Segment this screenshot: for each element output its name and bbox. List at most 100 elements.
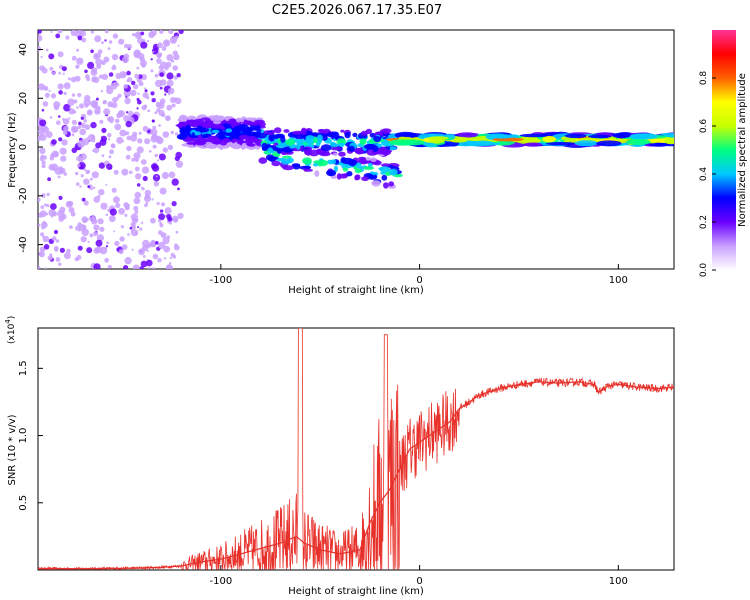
heatmap-cell <box>596 140 622 147</box>
heatmap-cell <box>71 55 77 61</box>
heatmap-cell <box>104 30 109 34</box>
heatmap-cell <box>197 127 210 133</box>
heatmap-cell <box>162 147 168 153</box>
heatmap-cell <box>89 233 94 238</box>
heatmap-cell <box>81 216 88 223</box>
heatmap-cell <box>302 157 312 165</box>
heatmap-cell <box>77 35 83 41</box>
heatmap-cell <box>80 236 87 243</box>
heatmap-cell <box>84 124 91 130</box>
heatmap-cell <box>223 138 230 143</box>
heatmap-cell <box>316 148 322 153</box>
heatmap-cell <box>39 134 43 137</box>
heatmap-cell <box>75 182 80 186</box>
heatmap-cell <box>60 155 67 162</box>
heatmap-cell <box>51 139 57 145</box>
heatmap-cell <box>173 217 179 223</box>
heatmap-cell <box>55 239 60 243</box>
spectrogram-xtick-label: 0 <box>416 275 422 286</box>
heatmap-cell <box>160 233 164 236</box>
heatmap-cell <box>70 211 76 217</box>
heatmap-cell <box>280 135 286 143</box>
heatmap-cell <box>83 168 87 172</box>
heatmap-cell <box>84 69 88 74</box>
heatmap-cell <box>154 111 158 115</box>
heatmap-cell <box>154 153 158 158</box>
heatmap-cell <box>83 98 91 107</box>
heatmap-cell <box>134 166 140 172</box>
heatmap-cell <box>90 30 94 34</box>
heatmap-cell <box>93 196 101 203</box>
heatmap-cell <box>175 132 179 136</box>
heatmap-cell <box>126 70 131 76</box>
heatmap-cell <box>70 76 77 83</box>
heatmap-cell <box>129 170 133 175</box>
heatmap-cell <box>80 174 84 178</box>
heatmap-cell <box>111 53 119 61</box>
heatmap-cell <box>80 116 84 120</box>
spectrogram-ytick-label: 40 <box>18 43 29 56</box>
heatmap-cell <box>157 258 162 263</box>
heatmap-cell <box>178 30 184 35</box>
heatmap-cell <box>151 163 158 170</box>
heatmap-cell <box>177 212 184 219</box>
heatmap-cell <box>39 156 44 162</box>
heatmap-cell <box>109 149 114 155</box>
heatmap-cell <box>67 200 74 207</box>
heatmap-cell <box>107 138 111 141</box>
heatmap-cell <box>62 118 70 125</box>
heatmap-cell <box>170 97 176 103</box>
heatmap-cell <box>171 178 179 186</box>
snr-xtick-label: 0 <box>416 576 422 587</box>
heatmap-cell <box>155 175 158 178</box>
heatmap-cell <box>381 128 392 134</box>
heatmap-cell <box>139 227 143 231</box>
heatmap-cell <box>363 143 375 150</box>
heatmap-cell <box>125 120 132 128</box>
heatmap-cell <box>146 259 153 267</box>
heatmap-cell <box>488 134 514 139</box>
heatmap-cell <box>67 77 71 81</box>
heatmap-cell <box>127 233 130 236</box>
heatmap-cell <box>312 163 319 167</box>
heatmap-cell <box>388 181 395 187</box>
heatmap-cell <box>69 225 73 230</box>
heatmap-cell <box>58 115 61 118</box>
heatmap-cell <box>154 73 159 78</box>
heatmap-cell <box>96 63 102 69</box>
heatmap-cell <box>346 171 353 177</box>
heatmap-cell <box>77 92 82 98</box>
heatmap-cell <box>105 245 109 248</box>
heatmap-cell <box>167 235 171 239</box>
heatmap-cell <box>317 161 323 167</box>
heatmap-cell <box>61 139 68 146</box>
heatmap-cell <box>59 206 66 213</box>
heatmap-cell <box>169 262 172 265</box>
heatmap-cell <box>90 49 94 53</box>
heatmap-cell <box>142 255 146 258</box>
heatmap-cell <box>72 110 77 114</box>
heatmap-cell <box>166 54 174 62</box>
heatmap-cell <box>466 137 484 142</box>
heatmap-cell <box>156 108 161 113</box>
heatmap-cell <box>291 163 301 168</box>
colorbar-tick-label: 0.2 <box>699 215 709 229</box>
heatmap-cell <box>141 166 150 174</box>
heatmap-cell <box>112 33 119 39</box>
heatmap-cell <box>174 57 177 60</box>
heatmap-cell <box>39 147 46 155</box>
heatmap-cell <box>297 141 304 147</box>
heatmap-cell <box>354 168 362 174</box>
heatmap-cell <box>152 253 159 260</box>
heatmap-cell <box>134 73 140 79</box>
heatmap-cell <box>342 167 349 172</box>
heatmap-cell <box>348 145 355 152</box>
heatmap-cell <box>125 111 129 114</box>
heatmap-cell <box>285 138 296 146</box>
heatmap-cell <box>354 174 361 181</box>
heatmap-cell <box>203 121 214 129</box>
heatmap-cell <box>151 133 158 140</box>
heatmap-cell <box>303 165 311 169</box>
heatmap-cell <box>62 125 69 132</box>
heatmap-cell <box>254 119 265 124</box>
